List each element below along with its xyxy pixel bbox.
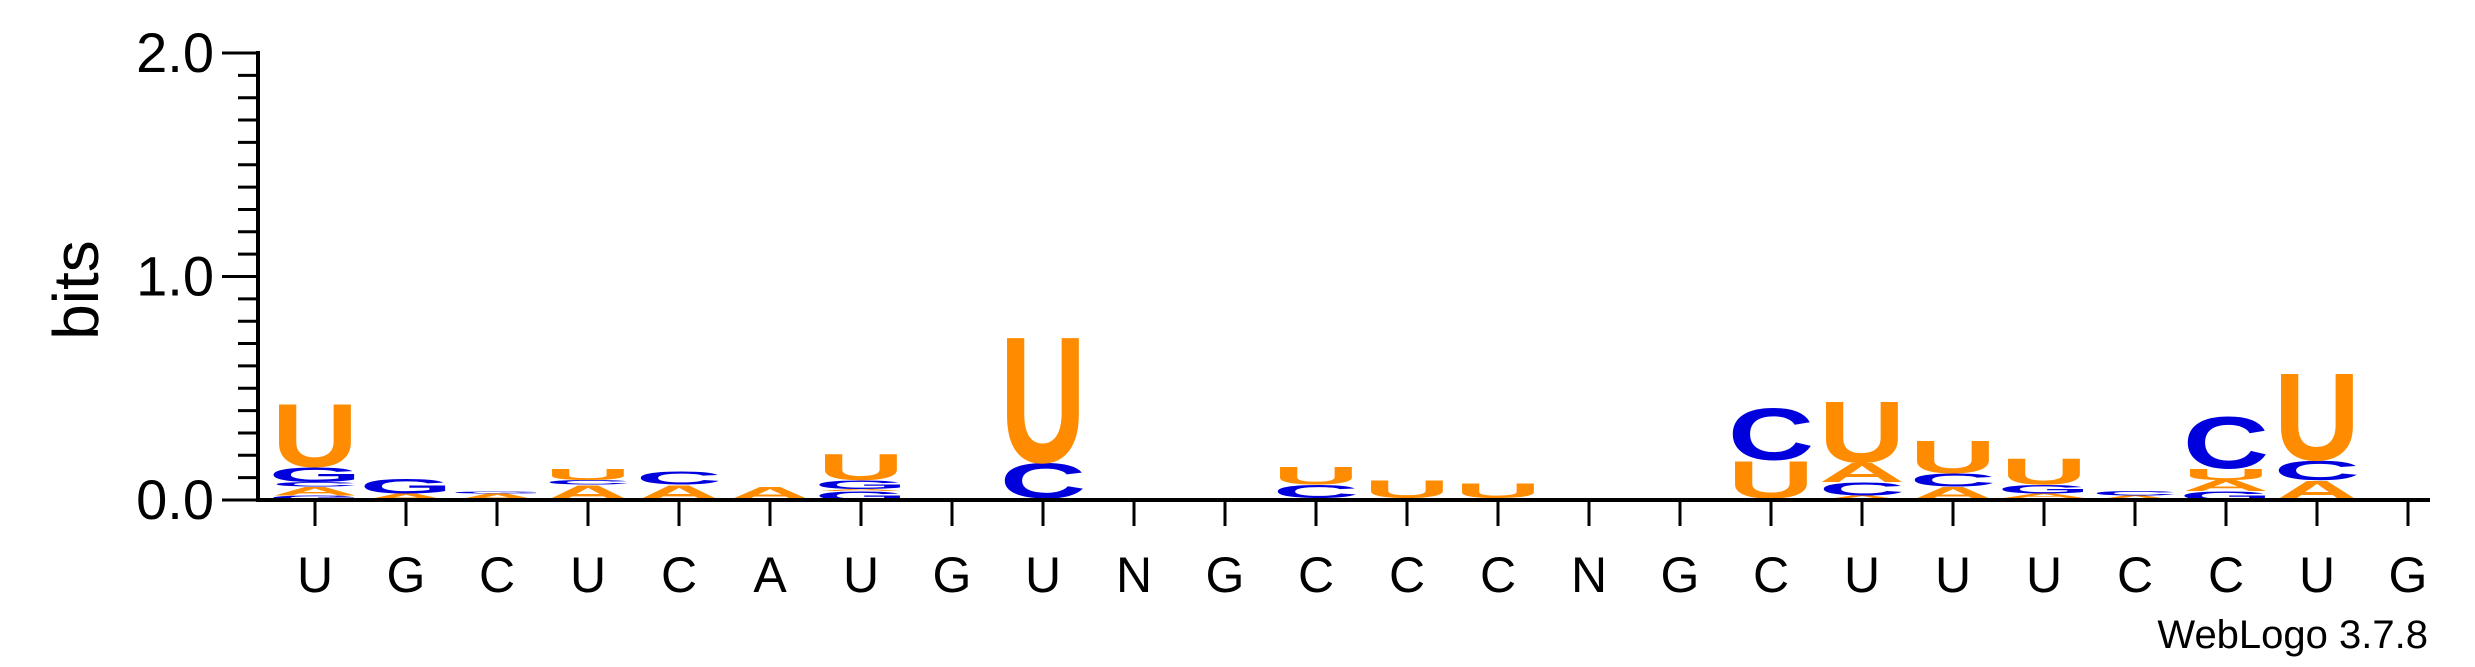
position-label: C <box>479 547 515 603</box>
position-label: G <box>387 547 426 603</box>
logo-letter-C: C <box>1728 393 1814 476</box>
logo-letter-C: C <box>272 481 358 488</box>
position-label: U <box>2026 547 2062 603</box>
position-label: C <box>661 547 697 603</box>
logo-letter-C: C <box>2183 402 2269 485</box>
logo-letter-C: C <box>1273 481 1359 502</box>
logo-letter-G: G <box>451 491 544 494</box>
logo-letter-C: C <box>545 479 631 486</box>
position-label: C <box>2208 547 2244 603</box>
position-label: C <box>1753 547 1789 603</box>
logo-letter-G: G <box>815 478 908 492</box>
position-label: U <box>843 547 879 603</box>
logo-letter-A: A <box>1819 494 1905 501</box>
logo-letter-stacks: GACGUAGAGACUACAGAGUGCUGACUCUAUAUCACAUACU… <box>269 301 2361 510</box>
logo-letter-U: U <box>1819 384 1905 481</box>
logo-letter-A: A <box>363 492 449 502</box>
position-label: U <box>1844 547 1880 603</box>
logo-letter-U: U <box>2183 466 2269 483</box>
logo-letter-G: G <box>269 494 362 501</box>
logo-letter-G: G <box>360 474 453 498</box>
chart-axes <box>222 51 2430 526</box>
logo-letter-A: A <box>818 488 904 491</box>
position-label: C <box>1480 547 1516 603</box>
logo-letter-A: A <box>2001 492 2087 499</box>
position-label: U <box>1935 547 1971 603</box>
logo-letter-C: C <box>2274 455 2360 486</box>
position-label: G <box>1206 547 1245 603</box>
logo-letter-C: C <box>636 468 722 489</box>
logo-letter-U: U <box>1000 301 1086 501</box>
y-tick-label: 0.0 <box>136 468 214 531</box>
position-label: U <box>2299 547 2335 603</box>
logo-letter-A: A <box>454 492 540 502</box>
position-label: U <box>297 547 333 603</box>
logo-letter-U: U <box>1910 432 1996 484</box>
logo-letter-U: U <box>818 446 904 488</box>
position-label: G <box>2389 547 2428 603</box>
logo-letter-C: C <box>1819 479 1905 500</box>
weblogo-credit: WebLogo 3.7.8 <box>2157 613 2428 657</box>
logo-letter-A: A <box>1819 457 1905 488</box>
position-label: N <box>1571 547 1607 603</box>
logo-letter-G: G <box>269 463 362 487</box>
position-label: C <box>1389 547 1425 603</box>
logo-letter-U: U <box>2274 348 2360 487</box>
logo-letter-U: U <box>1273 462 1359 490</box>
logo-letter-U: U <box>2001 451 2087 493</box>
y-tick-label: 1.0 <box>136 245 214 308</box>
position-label: G <box>1661 547 1700 603</box>
logo-letter-A: A <box>272 484 358 498</box>
logo-letter-U: U <box>545 466 631 483</box>
y-tick-label: 2.0 <box>136 21 214 84</box>
logo-letter-U: U <box>272 386 358 486</box>
position-label: N <box>1116 547 1152 603</box>
logo-letter-A: A <box>2092 494 2178 501</box>
logo-letter-C: C <box>1910 470 1996 491</box>
position-label: U <box>570 547 606 603</box>
logo-letter-C: C <box>2092 490 2178 497</box>
position-label: G <box>933 547 972 603</box>
logo-letter-A: A <box>2183 477 2269 494</box>
y-axis-title: bits <box>40 240 112 340</box>
logo-letter-G: G <box>1998 482 2091 496</box>
position-label: U <box>1025 547 1061 603</box>
y-axis-tick-labels: 0.0 1.0 2.0 <box>136 21 214 531</box>
position-label: C <box>1298 547 1334 603</box>
position-label: A <box>753 547 787 603</box>
position-label: C <box>2117 547 2153 603</box>
